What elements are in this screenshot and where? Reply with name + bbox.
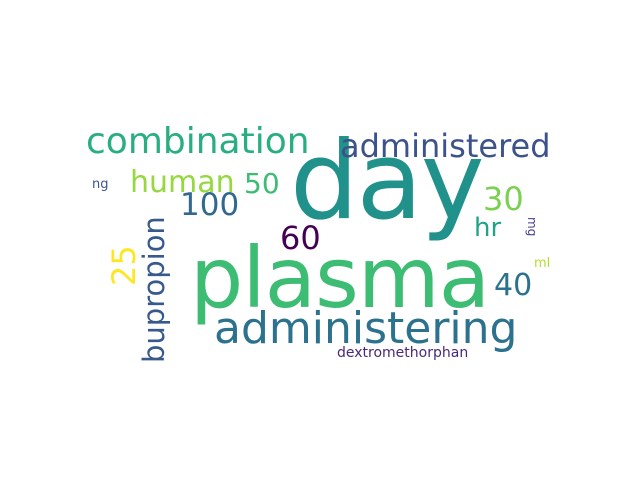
word-50: 50	[244, 170, 280, 198]
word-mg: mg	[526, 217, 538, 236]
word-hr: hr	[474, 215, 501, 241]
word-administered: administered	[340, 130, 551, 162]
word-ml: ml	[534, 257, 550, 270]
word-bupropion: bupropion	[140, 216, 169, 363]
word-combination: combination	[86, 124, 310, 160]
word-40: 40	[494, 271, 532, 301]
word-ng: ng	[92, 178, 109, 191]
word-60: 60	[280, 222, 321, 254]
word-100: 100	[180, 190, 239, 221]
word-dextromethorphan: dextromethorphan	[337, 346, 468, 360]
word-25: 25	[108, 245, 140, 286]
word-30: 30	[483, 183, 524, 215]
